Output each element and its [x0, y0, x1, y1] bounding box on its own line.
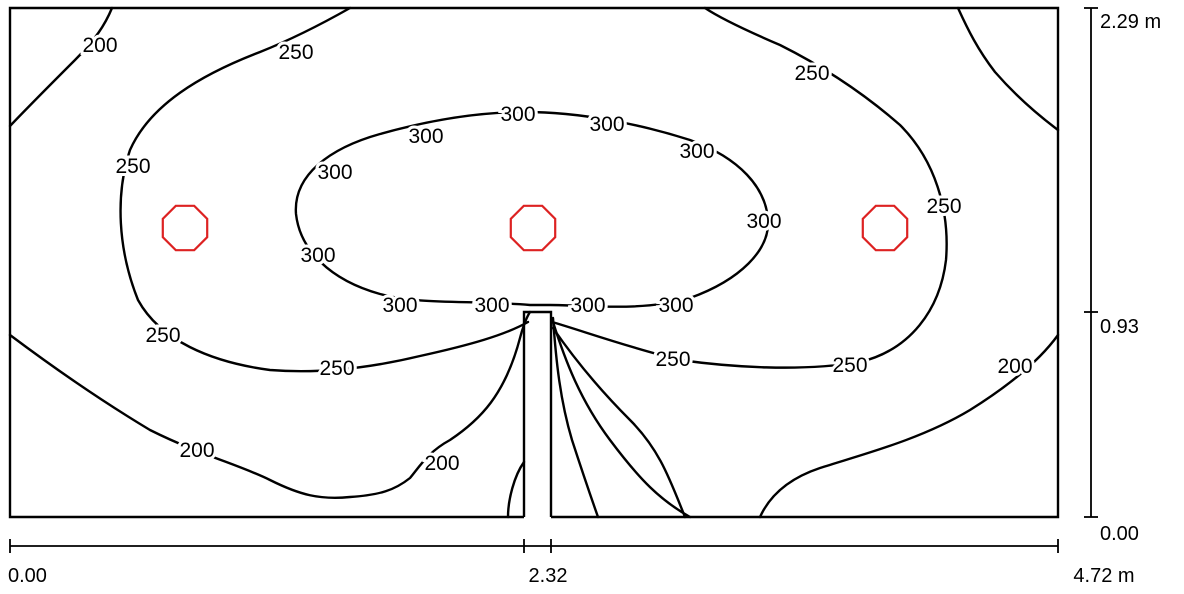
- y-axis-label-mid: 0.93: [1100, 316, 1139, 338]
- contour-label-300: 300: [658, 294, 693, 317]
- contour-label-300: 300: [679, 140, 714, 163]
- contour-label-250: 250: [832, 354, 867, 377]
- y-axis-label-top: 2.29 m: [1100, 11, 1161, 33]
- contour-label-250: 250: [319, 357, 354, 380]
- contour-250: [119, 6, 948, 373]
- x-axis-label-mid: 2.32: [529, 565, 568, 587]
- contour-label-200: 200: [179, 439, 214, 462]
- contour-label-300: 300: [570, 294, 605, 317]
- contour-partition-right-1: [551, 316, 600, 519]
- contour-label-300: 300: [589, 113, 624, 136]
- contour-label-300: 300: [382, 294, 417, 317]
- room-outline: [8, 6, 1060, 519]
- contour-label-200: 200: [424, 452, 459, 475]
- contour-labels: 200 250 250 250 250 250 250 250 250 300 …: [79, 31, 1035, 478]
- contour-label-300: 300: [317, 161, 352, 184]
- contour-label-200: 200: [82, 34, 117, 57]
- y-axis: 2.29 m 0.93 0.00: [1084, 7, 1161, 545]
- room-outline-left: [8, 6, 1060, 519]
- contour-label-250: 250: [115, 155, 150, 178]
- contour-300: [294, 110, 770, 308]
- luminaire-octagon-icon: [861, 204, 909, 252]
- contour-label-300: 300: [474, 294, 509, 317]
- x-axis: 0.00 2.32 4.72 m: [8, 539, 1135, 587]
- contour-label-300: 300: [300, 244, 335, 267]
- contour-label-250: 250: [926, 195, 961, 218]
- x-axis-label-start: 0.00: [8, 565, 47, 587]
- contour-label-250: 250: [145, 324, 180, 347]
- contour-200-top-right: [956, 6, 1060, 132]
- contour-label-250: 250: [278, 41, 313, 64]
- luminaire-octagon-icon: [161, 204, 209, 252]
- contour-label-300: 300: [408, 125, 443, 148]
- y-axis-label-bottom: 0.00: [1100, 523, 1139, 545]
- contour-label-250: 250: [794, 62, 829, 85]
- contour-200-top-left: [8, 6, 114, 128]
- contour-partition-left: [506, 460, 526, 519]
- contour-label-250: 250: [655, 348, 690, 371]
- contour-label-300: 300: [500, 103, 535, 126]
- partition-wall: [522, 310, 553, 517]
- contour-label-300: 300: [746, 210, 781, 233]
- x-axis-label-end: 4.72 m: [1073, 565, 1134, 587]
- luminaire-octagon-icon: [509, 204, 557, 252]
- contour-partition-right-3: [551, 326, 687, 519]
- contour-label-200: 200: [997, 355, 1032, 378]
- luminaires: [161, 204, 909, 252]
- contour-200-bottom-left: [8, 310, 532, 500]
- contour-partition-right-2: [551, 320, 692, 519]
- contour-200-bottom-right: [758, 333, 1060, 519]
